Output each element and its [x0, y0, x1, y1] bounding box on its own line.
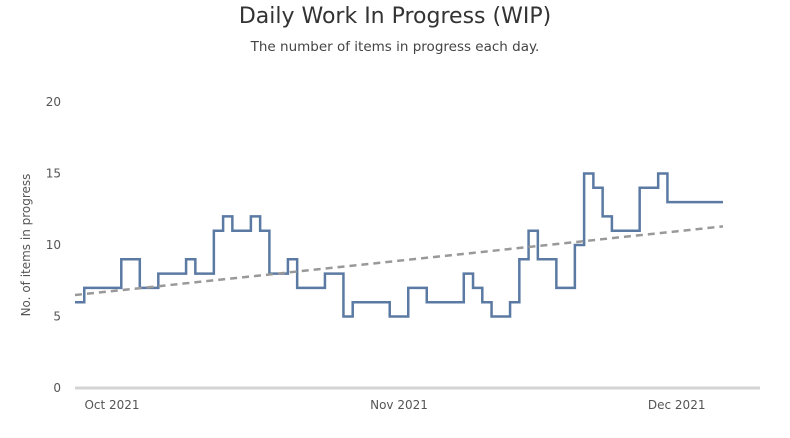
x-tick-label: Nov 2021 — [370, 398, 428, 412]
y-tick-label: 10 — [46, 238, 61, 252]
chart-subtitle: The number of items in progress each day… — [250, 39, 540, 55]
y-tick-label: 0 — [53, 381, 61, 395]
y-tick-label: 15 — [46, 167, 61, 181]
y-tick-label: 5 — [53, 310, 61, 324]
y-axis-label: No. of items in progress — [19, 174, 33, 317]
x-tick-label: Dec 2021 — [648, 398, 706, 412]
x-tick-label: Oct 2021 — [84, 398, 139, 412]
trend-line — [74, 225, 724, 297]
chart-title: Daily Work In Progress (WIP) — [238, 4, 552, 29]
y-tick-label: 20 — [46, 95, 61, 109]
wip-step-line — [75, 172, 723, 318]
